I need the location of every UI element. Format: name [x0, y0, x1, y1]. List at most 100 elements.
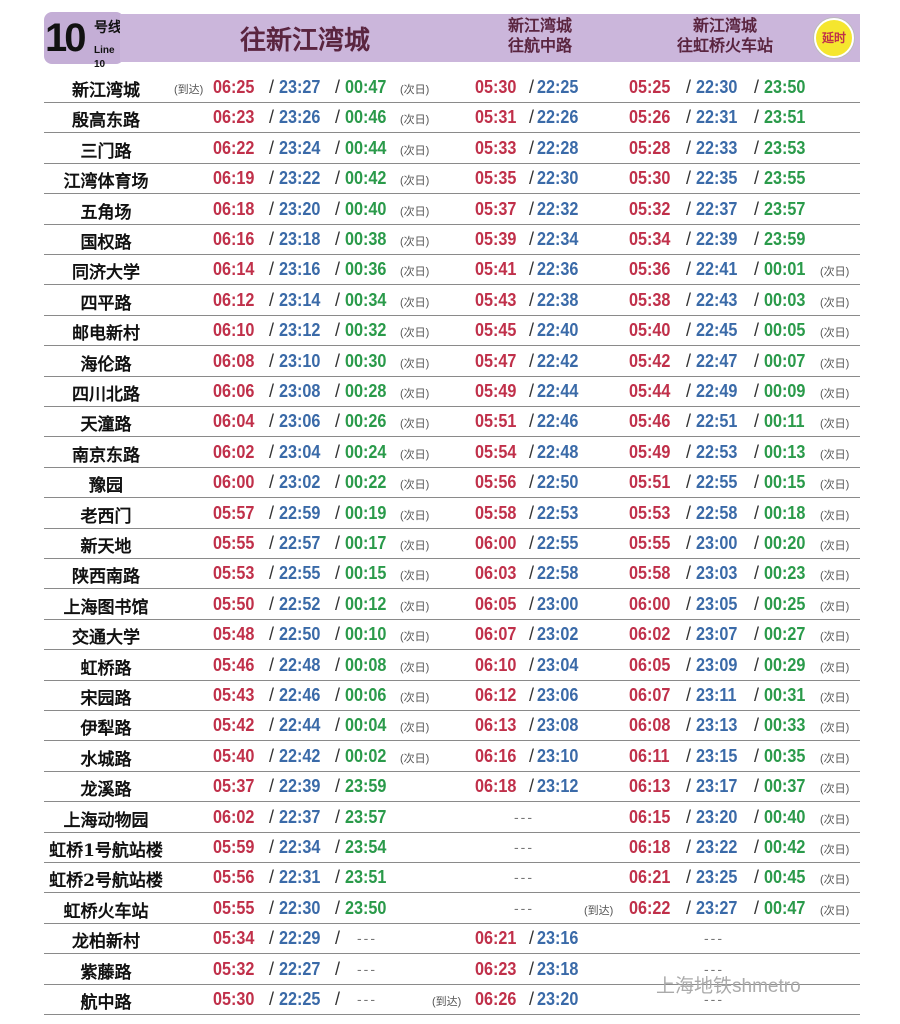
- separator: /: [686, 654, 692, 675]
- first-train: 05:43: [475, 289, 517, 310]
- extended-last-train: 23:50: [345, 897, 387, 918]
- first-train: 06:02: [629, 624, 671, 645]
- first-train: 05:32: [629, 198, 671, 219]
- last-train: 22:44: [279, 715, 321, 736]
- separator: /: [686, 77, 692, 97]
- next-day-note: (次日): [820, 874, 850, 887]
- dir2-line1: 新江湾城: [507, 16, 572, 35]
- station-row: 南京东路 06:02/23:04/00:24 (次日) 05:54/22:48 05:4…: [44, 437, 860, 468]
- line-10-logo: 10 号线 Line 10: [44, 12, 124, 70]
- first-train: 06:02: [213, 806, 255, 827]
- next-day-note: (次日): [400, 600, 430, 613]
- separator: /: [269, 198, 275, 219]
- last-train: 22:28: [537, 137, 579, 158]
- next-day-note: (次日): [400, 266, 430, 279]
- extended-last-train: 00:17: [345, 533, 387, 553]
- first-train: 05:55: [213, 533, 255, 553]
- extended-last-train: 00:32: [345, 320, 387, 341]
- separator: /: [529, 989, 535, 1009]
- separator: /: [335, 259, 341, 280]
- extended-last-train: 00:20: [764, 533, 806, 553]
- last-train: 22:50: [537, 472, 579, 493]
- extended-last-train: 00:05: [764, 320, 806, 341]
- first-train: 05:55: [213, 897, 255, 918]
- extended-last-train: 00:45: [764, 867, 806, 888]
- separator: /: [754, 259, 760, 280]
- last-train: 22:31: [279, 867, 321, 888]
- first-train: 06:12: [213, 289, 255, 310]
- separator: /: [269, 958, 275, 979]
- last-train: 22:27: [279, 958, 321, 979]
- separator: /: [529, 776, 535, 797]
- separator: /: [754, 289, 760, 310]
- first-train: 06:25: [213, 77, 255, 97]
- next-day-note: (次日): [400, 752, 430, 765]
- separator: /: [754, 137, 760, 158]
- last-train: 22:31: [696, 107, 738, 128]
- no-service: ---: [357, 930, 377, 947]
- next-day-note: (次日): [820, 418, 850, 431]
- extended-last-train: 00:31: [764, 685, 806, 705]
- no-service: ---: [704, 991, 724, 1007]
- last-train: 22:38: [537, 289, 579, 310]
- extended-last-train: 00:06: [345, 685, 387, 705]
- last-train: 23:12: [279, 320, 321, 341]
- station-row: 豫园 06:00/23:02/00:22 (次日) 05:56/22:50 05:51/…: [44, 467, 860, 499]
- last-train: 22:34: [279, 837, 321, 857]
- next-day-note: (次日): [400, 540, 430, 552]
- next-day-note: (次日): [400, 144, 430, 157]
- next-day-note: (次日): [820, 661, 850, 674]
- extended-last-train: 00:23: [764, 563, 806, 584]
- first-train: 06:12: [475, 685, 517, 705]
- last-train: 23:20: [279, 198, 321, 219]
- last-train: 22:45: [696, 320, 738, 341]
- next-day-note: (次日): [400, 175, 430, 188]
- last-train: 22:37: [279, 806, 321, 827]
- direction-xinjiangwancheng: 往新江湾城: [240, 26, 371, 56]
- station-row: 虹桥路 05:46/22:48/00:08 (次日) 06:10/23:04 06:05…: [44, 650, 860, 681]
- first-train: 05:49: [475, 381, 517, 401]
- extended-last-train: 23:54: [345, 837, 387, 857]
- separator: /: [529, 928, 535, 949]
- separator: /: [269, 472, 275, 493]
- last-train: 22:42: [279, 745, 321, 766]
- extended-last-train: 00:22: [345, 472, 387, 493]
- line-label-en: Line 10: [94, 45, 115, 70]
- separator: /: [269, 168, 275, 189]
- extended-last-train: 00:37: [764, 776, 806, 797]
- station-name: 航中路: [80, 993, 132, 1013]
- last-train: 23:04: [279, 441, 321, 462]
- no-service: ---: [514, 839, 534, 855]
- last-train: 23:00: [696, 533, 738, 553]
- separator: /: [686, 897, 692, 918]
- first-train: 05:42: [213, 715, 255, 736]
- station-name: 上海动物园: [63, 810, 149, 831]
- separator: /: [335, 441, 341, 462]
- last-train: 22:33: [696, 137, 738, 158]
- separator: /: [269, 715, 275, 736]
- first-train: 05:42: [629, 350, 671, 371]
- station-row: 四平路 06:12/23:14/00:34 (次日) 05:43/22:38 05:38…: [44, 285, 860, 316]
- separator: /: [529, 229, 535, 249]
- last-train: 22:49: [696, 381, 738, 401]
- first-train: 05:38: [629, 289, 671, 310]
- next-day-note: (次日): [820, 752, 850, 765]
- station-row: 交通大学 05:48/22:50/00:10 (次日) 06:07/23:02 06:0…: [44, 619, 860, 651]
- station-name: 江湾体育场: [63, 172, 149, 193]
- station-row: 上海动物园 06:02/22:37/23:57 --- 06:15/23:20/00:…: [44, 802, 860, 833]
- separator: /: [754, 806, 760, 827]
- extended-last-train: 00:26: [345, 411, 387, 432]
- separator: /: [754, 472, 760, 493]
- separator: /: [335, 229, 341, 249]
- extended-last-train: 00:10: [345, 624, 387, 645]
- last-train: 23:16: [279, 259, 321, 280]
- separator: /: [269, 685, 275, 705]
- station-row: 江湾体育场 06:19/23:22/00:42 (次日) 05:35/22:30 05:…: [44, 163, 860, 195]
- first-train: 05:30: [475, 77, 517, 97]
- separator: /: [686, 837, 692, 857]
- next-day-note: (次日): [400, 418, 430, 431]
- first-train: 05:59: [213, 837, 255, 857]
- next-day-note: (次日): [820, 904, 850, 917]
- separator: /: [335, 989, 341, 1009]
- separator: /: [269, 837, 275, 857]
